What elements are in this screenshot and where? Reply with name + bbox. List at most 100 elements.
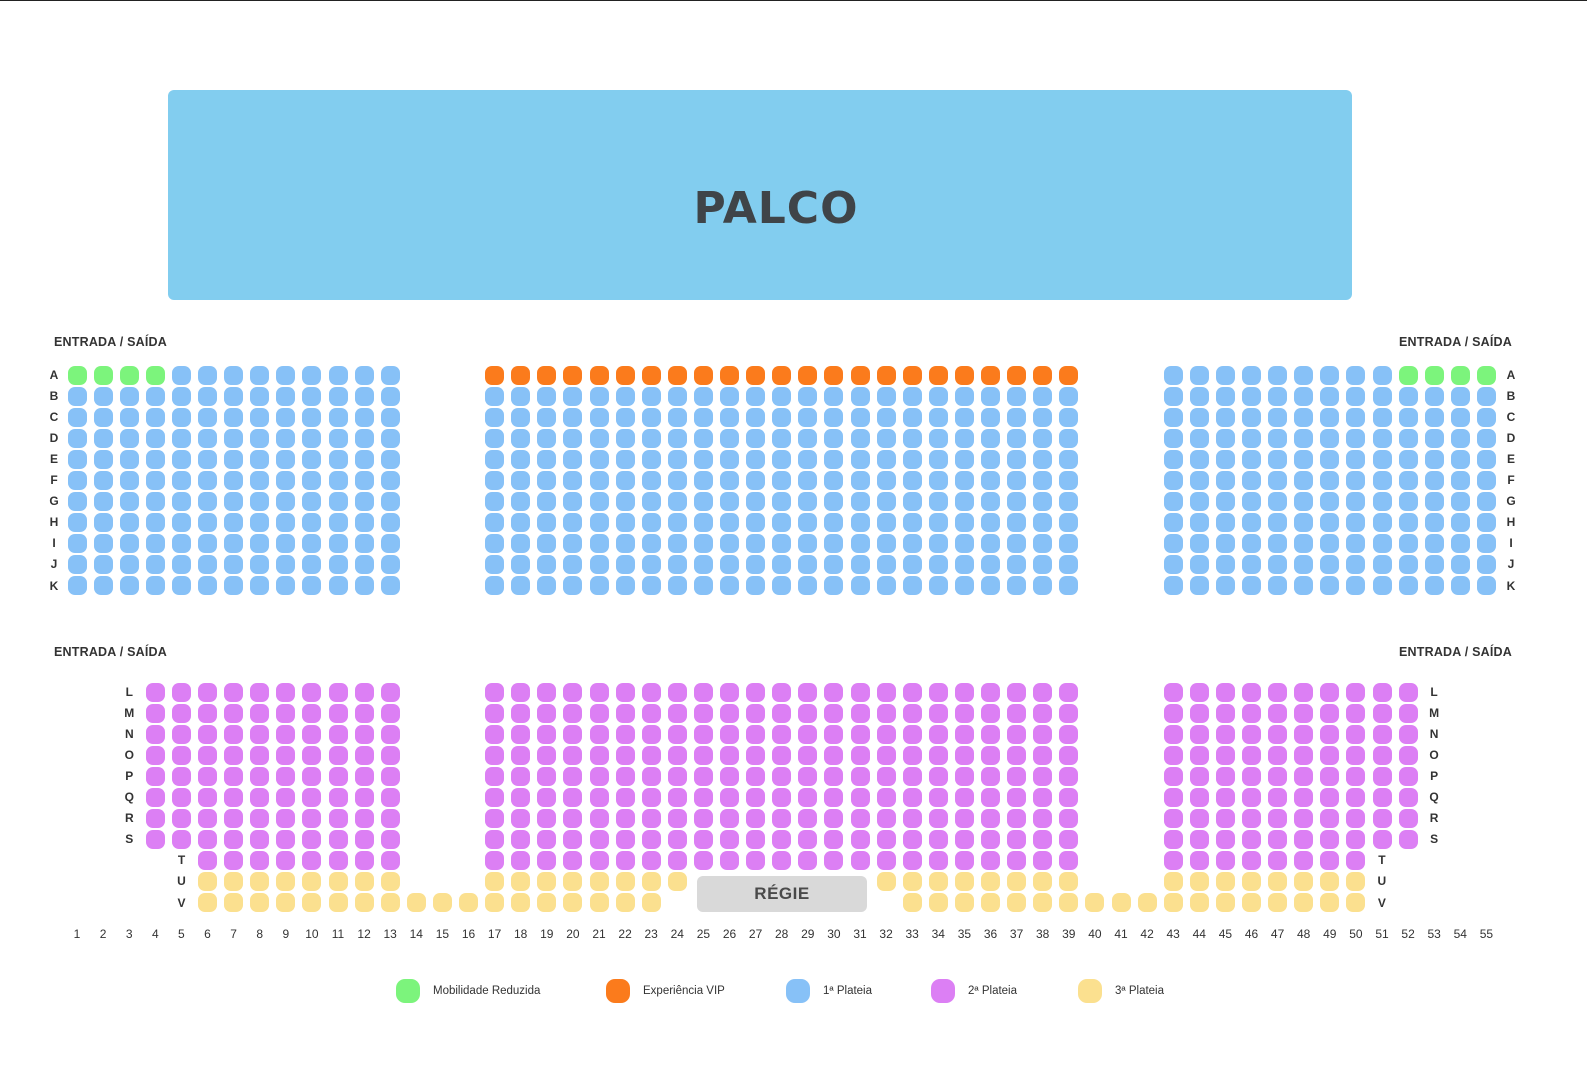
seat[interactable] <box>1346 682 1366 702</box>
seat[interactable] <box>1346 766 1366 786</box>
seat[interactable] <box>1007 724 1027 744</box>
seat[interactable] <box>224 745 244 765</box>
seat[interactable] <box>198 554 217 574</box>
seat[interactable] <box>1033 407 1053 427</box>
seat[interactable] <box>641 449 661 469</box>
seat[interactable] <box>1398 428 1418 448</box>
seat[interactable] <box>1320 491 1340 511</box>
seat[interactable] <box>1424 554 1444 574</box>
seat[interactable] <box>1476 386 1496 406</box>
seat[interactable] <box>1242 428 1261 448</box>
seat[interactable] <box>511 808 531 828</box>
seat[interactable] <box>1372 829 1392 849</box>
seat[interactable] <box>1163 365 1183 385</box>
seat[interactable] <box>198 787 217 807</box>
seat[interactable] <box>746 808 766 828</box>
seat[interactable] <box>615 554 635 574</box>
seat[interactable] <box>145 745 165 765</box>
seat[interactable] <box>563 365 583 385</box>
seat[interactable] <box>1398 787 1418 807</box>
seat[interactable] <box>1007 682 1027 702</box>
seat[interactable] <box>746 512 766 532</box>
seat[interactable] <box>693 850 713 870</box>
seat[interactable] <box>1268 893 1288 912</box>
seat[interactable] <box>850 724 870 744</box>
seat[interactable] <box>589 470 609 490</box>
seat[interactable] <box>93 449 113 469</box>
seat[interactable] <box>354 491 374 511</box>
seat[interactable] <box>1476 576 1496 595</box>
seat[interactable] <box>250 449 270 469</box>
seat[interactable] <box>1476 407 1496 427</box>
seat[interactable] <box>615 829 635 849</box>
seat[interactable] <box>485 470 505 490</box>
seat[interactable] <box>615 407 635 427</box>
seat[interactable] <box>1033 787 1053 807</box>
seat[interactable] <box>1242 365 1261 385</box>
seat[interactable] <box>902 407 922 427</box>
seat[interactable] <box>171 829 191 849</box>
seat[interactable] <box>354 703 374 723</box>
seat[interactable] <box>1033 533 1053 553</box>
seat[interactable] <box>1424 428 1444 448</box>
seat[interactable] <box>1294 808 1314 828</box>
seat[interactable] <box>928 449 948 469</box>
seat[interactable] <box>1059 829 1079 849</box>
seat[interactable] <box>1346 576 1366 595</box>
seat[interactable] <box>667 470 687 490</box>
seat[interactable] <box>119 449 139 469</box>
seat[interactable] <box>928 829 948 849</box>
seat[interactable] <box>954 724 974 744</box>
seat[interactable] <box>902 512 922 532</box>
seat[interactable] <box>667 449 687 469</box>
seat[interactable] <box>1059 576 1079 595</box>
seat[interactable] <box>1033 850 1053 870</box>
seat[interactable] <box>1033 745 1053 765</box>
seat[interactable] <box>537 533 557 553</box>
seat[interactable] <box>615 576 635 595</box>
seat[interactable] <box>1346 512 1366 532</box>
seat[interactable] <box>380 386 400 406</box>
seat[interactable] <box>1189 554 1209 574</box>
seat[interactable] <box>302 829 322 849</box>
seat[interactable] <box>1346 407 1366 427</box>
seat[interactable] <box>250 766 270 786</box>
seat[interactable] <box>1163 576 1183 595</box>
seat[interactable] <box>145 470 165 490</box>
seat[interactable] <box>145 512 165 532</box>
seat[interactable] <box>1398 745 1418 765</box>
seat[interactable] <box>1033 491 1053 511</box>
seat[interactable] <box>276 871 296 891</box>
seat[interactable] <box>1033 871 1053 891</box>
seat[interactable] <box>1372 554 1392 574</box>
seat[interactable] <box>1398 829 1418 849</box>
seat[interactable] <box>1189 893 1209 912</box>
seat[interactable] <box>1346 533 1366 553</box>
seat[interactable] <box>563 491 583 511</box>
seat[interactable] <box>93 470 113 490</box>
seat[interactable] <box>850 365 870 385</box>
seat[interactable] <box>1372 407 1392 427</box>
seat[interactable] <box>928 512 948 532</box>
seat[interactable] <box>615 428 635 448</box>
seat[interactable] <box>1294 893 1314 912</box>
seat[interactable] <box>1007 808 1027 828</box>
seat[interactable] <box>850 386 870 406</box>
seat[interactable] <box>981 533 1000 553</box>
seat[interactable] <box>981 554 1000 574</box>
seat[interactable] <box>302 554 322 574</box>
seat[interactable] <box>981 428 1000 448</box>
seat[interactable] <box>1346 787 1366 807</box>
seat[interactable] <box>1450 576 1470 595</box>
seat[interactable] <box>563 893 583 912</box>
seat[interactable] <box>850 850 870 870</box>
seat[interactable] <box>537 703 557 723</box>
seat[interactable] <box>511 554 531 574</box>
seat[interactable] <box>224 491 244 511</box>
seat[interactable] <box>850 808 870 828</box>
seat[interactable] <box>720 407 739 427</box>
seat[interactable] <box>954 766 974 786</box>
seat[interactable] <box>1268 449 1288 469</box>
seat[interactable] <box>1346 871 1366 891</box>
seat[interactable] <box>67 449 87 469</box>
